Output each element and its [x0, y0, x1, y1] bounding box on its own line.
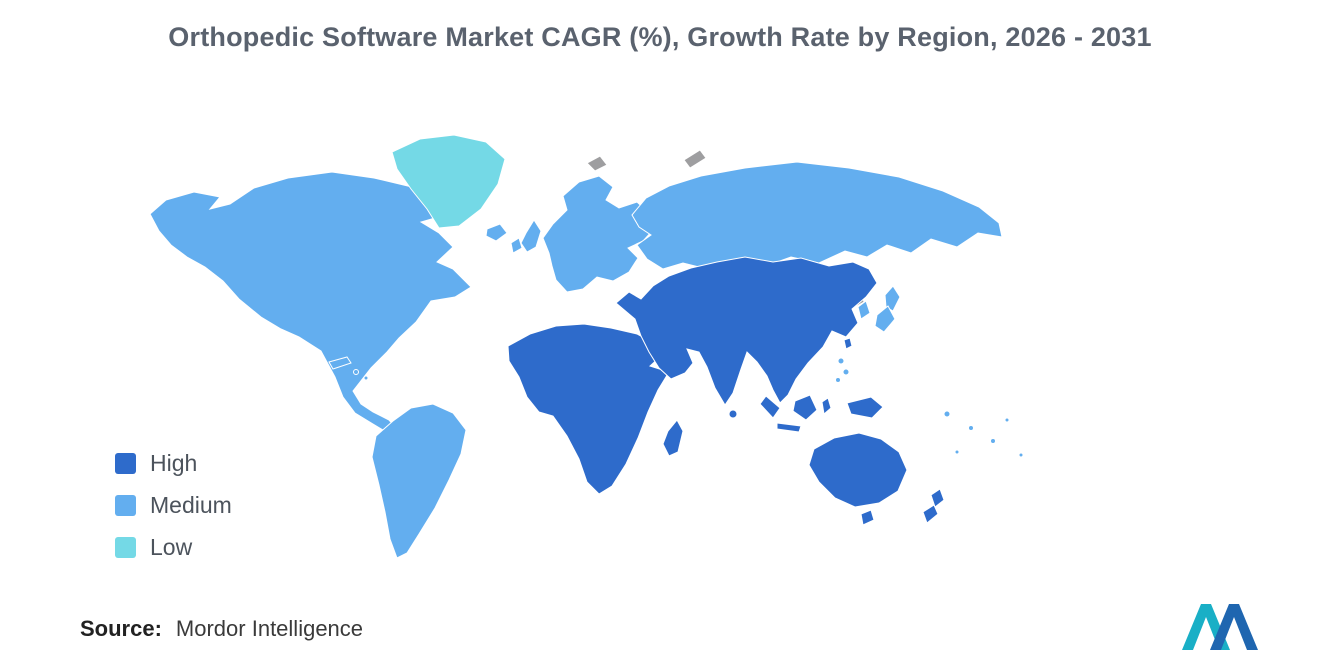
region-africa: [507, 323, 670, 495]
region-asia: [615, 256, 878, 406]
source-label: Source:: [80, 616, 162, 641]
page-title: Orthopedic Software Market CAGR (%), Gro…: [168, 22, 1152, 52]
region-philippines: [835, 357, 850, 383]
source-value: Mordor Intelligence: [175, 616, 364, 641]
legend-swatch-high-icon: [115, 453, 136, 474]
region-south-america: [371, 403, 467, 559]
region-south-korea: [857, 300, 871, 320]
legend-swatch-low-icon: [115, 537, 136, 558]
source: Source: Mordor Intelligence: [80, 616, 363, 642]
mordor-intelligence-logo-icon: [1182, 604, 1258, 650]
region-svalbard: [586, 155, 608, 172]
legend-label-low: Low: [150, 534, 193, 560]
region-europe: [542, 175, 655, 293]
region-united-kingdom: [520, 219, 542, 253]
legend-swatch-medium-icon: [115, 495, 136, 516]
region-new-zealand: [922, 488, 945, 524]
legend-item-low: Low: [115, 534, 232, 561]
legend-label-high: High: [150, 450, 198, 476]
region-australia: [808, 432, 908, 508]
region-indonesia: [759, 394, 884, 433]
region-north-america: [149, 171, 472, 434]
region-ireland: [510, 237, 523, 254]
legend-label-medium: Medium: [150, 492, 232, 518]
region-taiwan: [843, 337, 853, 350]
pacific-islands: [943, 410, 1024, 458]
region-madagascar: [662, 419, 684, 457]
region-japan: [874, 285, 901, 333]
legend: High Medium Low: [115, 450, 232, 561]
region-russia: [631, 161, 1003, 270]
region-tasmania: [860, 509, 875, 526]
caribbean-islands: [328, 356, 369, 381]
legend-item-high: High: [115, 450, 232, 477]
logo-right-chevron: [1210, 604, 1258, 650]
region-iceland: [485, 223, 508, 242]
region-sri-lanka: [728, 409, 738, 419]
region-arctic-islands: [683, 149, 707, 169]
region-greenland: [391, 134, 506, 229]
legend-item-medium: Medium: [115, 492, 232, 519]
